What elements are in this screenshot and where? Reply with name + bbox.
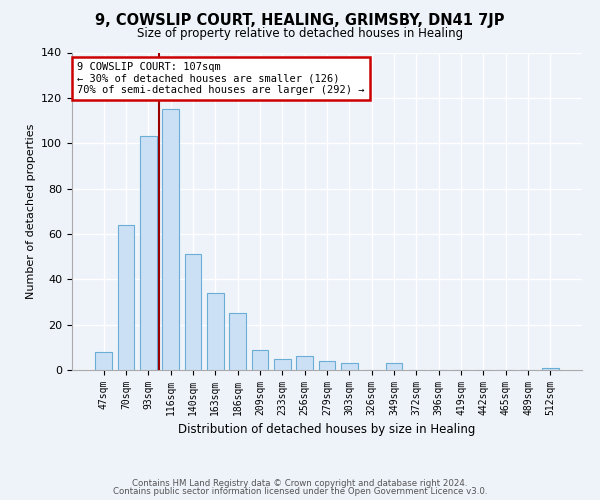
Bar (274, 358, 290, 370)
Text: 9 COWSLIP COURT: 107sqm
← 30% of detached houses are smaller (126)
70% of semi-d: 9 COWSLIP COURT: 107sqm ← 30% of detache… (77, 62, 365, 95)
Text: Size of property relative to detached houses in Healing: Size of property relative to detached ho… (137, 28, 463, 40)
Bar (229, 314, 246, 370)
Text: Contains HM Land Registry data © Crown copyright and database right 2024.: Contains HM Land Registry data © Crown c… (132, 478, 468, 488)
Bar (386, 363, 403, 370)
Text: Contains public sector information licensed under the Open Government Licence v3: Contains public sector information licen… (113, 487, 487, 496)
Bar (185, 254, 202, 370)
Y-axis label: Number of detached properties: Number of detached properties (26, 124, 35, 299)
Bar (296, 356, 313, 370)
Bar (341, 363, 358, 370)
X-axis label: Distribution of detached houses by size in Healing: Distribution of detached houses by size … (178, 424, 476, 436)
Bar (118, 225, 134, 370)
Bar (140, 136, 157, 370)
Bar (319, 361, 335, 370)
Bar (542, 368, 559, 370)
Bar (251, 350, 268, 370)
Bar (95, 352, 112, 370)
Text: 9, COWSLIP COURT, HEALING, GRIMSBY, DN41 7JP: 9, COWSLIP COURT, HEALING, GRIMSBY, DN41… (95, 12, 505, 28)
Bar (162, 109, 179, 370)
Bar (207, 293, 224, 370)
